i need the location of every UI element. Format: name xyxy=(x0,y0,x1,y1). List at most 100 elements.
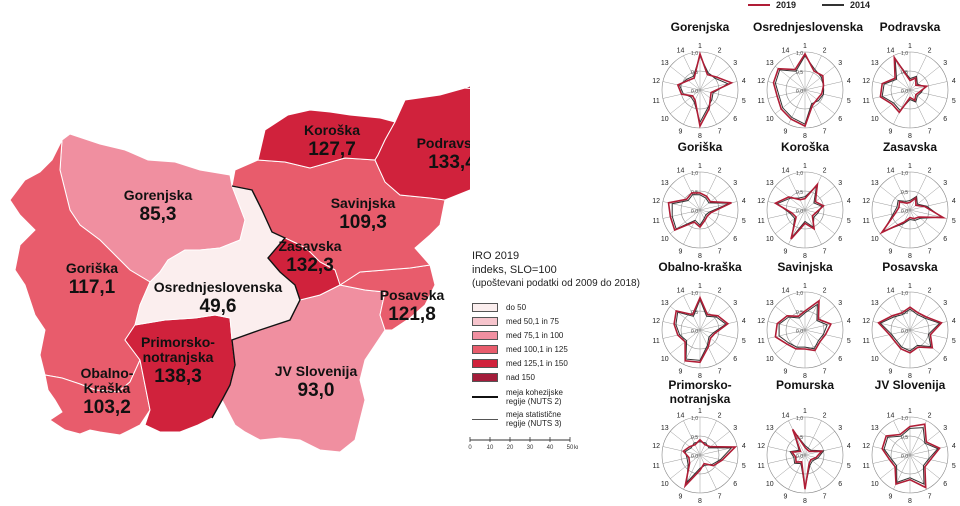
radar-axis-label: 6 xyxy=(733,236,737,243)
radar-axis-label: 6 xyxy=(838,356,842,363)
radar-axis-label: 13 xyxy=(766,60,774,67)
radar-axis-label: 7 xyxy=(928,369,932,376)
legend-swatch xyxy=(472,316,498,326)
region-name-label: Podravska xyxy=(417,135,470,151)
radar-title-line: Pomurska xyxy=(775,378,835,392)
radar-title-line: Koroška xyxy=(780,140,830,154)
radar-panel: Koroška 1 2 3 4 5 6 7 8 9 10 11 12 13 14 0,0 0,5 1,0 xyxy=(753,140,857,268)
radar-axis-label: 1 xyxy=(698,43,702,50)
radar-axis-label: 4 xyxy=(742,443,746,450)
radar-title-line: Gorenjska xyxy=(670,20,730,34)
radar-spoke xyxy=(909,55,927,91)
radar-spoke xyxy=(670,306,701,331)
radar-ring-label: 0,5 xyxy=(691,435,698,441)
radar-spoke xyxy=(767,209,806,219)
radar-axis-label: 9 xyxy=(784,494,788,501)
radar-axis-label: 10 xyxy=(871,481,879,488)
region-pomurska[interactable] xyxy=(464,45,470,148)
radar-axis-label: 12 xyxy=(862,198,870,205)
region-podravska[interactable] xyxy=(374,87,470,201)
radar-axis-label: 11 xyxy=(862,218,869,225)
radar-spoke xyxy=(699,209,717,245)
radar-spoke xyxy=(880,89,911,114)
radar-axis-label: 12 xyxy=(757,198,765,205)
radar-axis-label: 5 xyxy=(952,218,956,225)
region-value-label: 49,6 xyxy=(200,296,237,317)
radar-spoke xyxy=(699,209,730,234)
radar-spoke xyxy=(909,201,948,211)
radar-spoke xyxy=(893,209,911,245)
radar-spoke xyxy=(683,295,701,331)
radar-spoke xyxy=(804,66,835,91)
scale-bar: 0 10 20 30 40 50km xyxy=(468,437,578,451)
region-obalno-kraska[interactable] xyxy=(44,358,151,436)
radar-axis-label: 13 xyxy=(871,180,879,187)
radar-axis-label: 8 xyxy=(803,373,807,380)
legend-swatch xyxy=(472,330,498,340)
radar-spoke xyxy=(683,209,701,245)
radar-axis-label: 3 xyxy=(943,425,947,432)
labels-layer: Gorenjska85,3Goriška117,1Obalno-Kraška10… xyxy=(66,122,470,418)
radar-axis-label: 9 xyxy=(679,249,683,256)
radar-ring-label: 1,0 xyxy=(691,171,698,177)
radar-axis-label: 2 xyxy=(928,287,932,294)
radar-axis-label: 12 xyxy=(862,443,870,450)
radar-spoke xyxy=(893,89,911,125)
radar-ring-label: 1,0 xyxy=(691,416,698,422)
radar-spoke xyxy=(804,89,835,114)
region-name-label: Kraška xyxy=(84,380,131,396)
radar-panel: Goriška 1 2 3 4 5 6 7 8 9 10 11 12 13 14 0,0 0,5 1,0 xyxy=(648,140,752,268)
legend-swatch xyxy=(472,302,498,312)
radar-axis-label: 7 xyxy=(823,129,827,136)
radar-axis-label: 1 xyxy=(803,43,807,50)
radar-axis-label: 10 xyxy=(661,356,669,363)
radar-axis-label: 10 xyxy=(871,356,879,363)
radar-axis-label: 9 xyxy=(784,129,788,136)
radar-spoke xyxy=(699,306,730,331)
radar-axis-label: 9 xyxy=(679,129,683,136)
radar-ring-label: 0,0 xyxy=(796,454,803,460)
radar-axis-label: 7 xyxy=(718,129,722,136)
radar-spoke xyxy=(909,175,927,211)
radar-ring-label: 1,0 xyxy=(796,51,803,57)
radar-axis-label: 14 xyxy=(677,167,685,174)
radar-series-2019 xyxy=(877,306,943,354)
radar-axis-label: 13 xyxy=(871,60,879,67)
radar-ring-label: 1,0 xyxy=(691,51,698,57)
radar-title-line: Obalno-kraška xyxy=(658,260,742,274)
radar-axis-label: 5 xyxy=(847,98,851,105)
radar-axis-label: 6 xyxy=(733,481,737,488)
radar-axis-label: 2 xyxy=(823,47,827,54)
radar-ring-label: 0,0 xyxy=(691,329,698,335)
radar-axis-label: 7 xyxy=(928,249,932,256)
radar-spoke xyxy=(909,89,927,125)
radar-axis-label: 1 xyxy=(698,283,702,290)
radar-axis-label: 10 xyxy=(766,236,774,243)
radar-spoke xyxy=(788,175,806,211)
radar-axis-label: 3 xyxy=(733,180,737,187)
radar-axis-label: 11 xyxy=(757,98,764,105)
region-name-label: Savinjska xyxy=(331,195,396,211)
radar-spoke xyxy=(683,89,701,125)
radar-title: Savinjska xyxy=(753,260,857,274)
radar-ring-label: 1,0 xyxy=(901,291,908,297)
radar-title-line: Podravska xyxy=(879,20,941,34)
radar-spoke xyxy=(662,454,701,464)
radar-ring-label: 0,0 xyxy=(691,209,698,215)
radar-axis-label: 6 xyxy=(943,481,947,488)
radar-spoke xyxy=(670,66,701,91)
radar-axis-label: 10 xyxy=(871,236,879,243)
radar-axis-label: 4 xyxy=(847,443,851,450)
radar-axis-label: 6 xyxy=(943,356,947,363)
radar-ring-label: 1,0 xyxy=(901,416,908,422)
radar-axis-label: 14 xyxy=(782,412,790,419)
region-name-label: Zasavska xyxy=(278,238,341,254)
legend-title-line: indeks, SLO=100 xyxy=(472,264,557,276)
radar-spoke xyxy=(662,81,701,91)
region-value-label: 103,2 xyxy=(83,397,131,418)
radar-axis-label: 4 xyxy=(952,443,956,450)
radar-series-2019 xyxy=(879,196,947,235)
